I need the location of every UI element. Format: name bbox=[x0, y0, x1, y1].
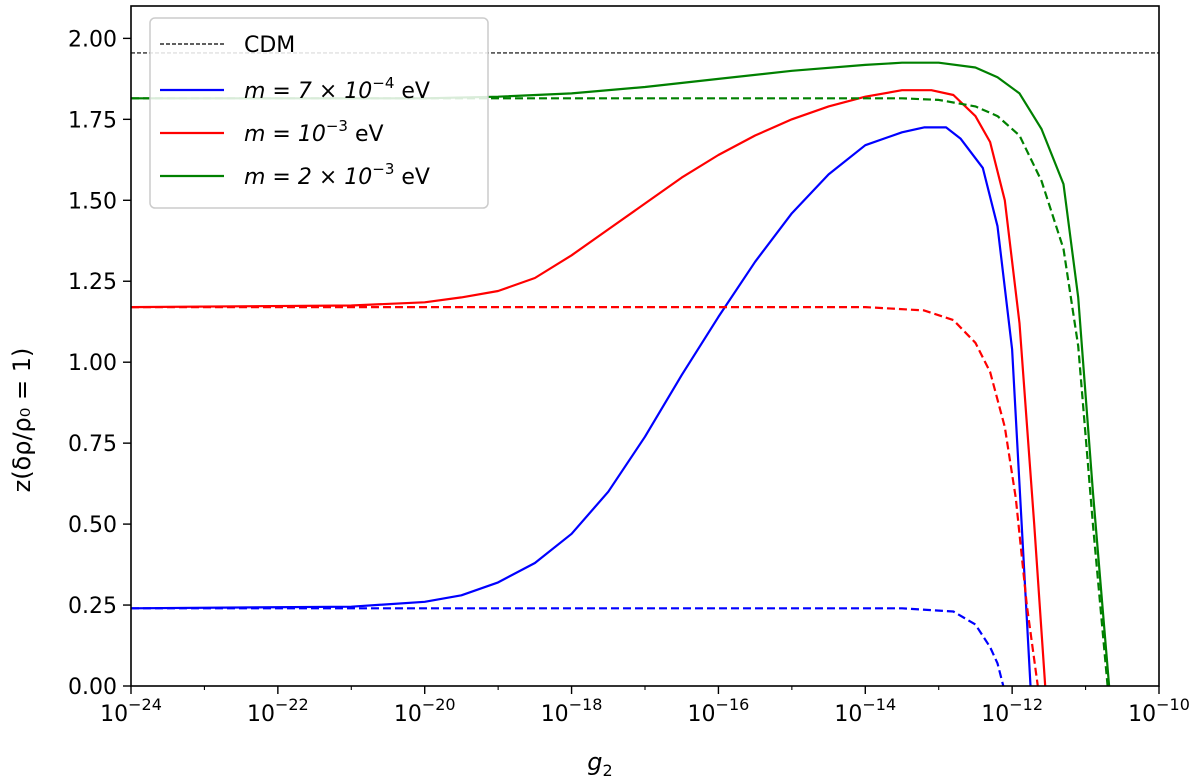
legend-box bbox=[149, 17, 489, 209]
y-tick-label: 1.50 bbox=[68, 189, 117, 214]
y-tick-label: 0.00 bbox=[68, 675, 117, 700]
x-tick-label: 10−14 bbox=[834, 695, 896, 727]
x-tick-label: 10−12 bbox=[981, 695, 1043, 727]
x-tick-label: 10−24 bbox=[100, 695, 162, 727]
x-tick-label: 10−20 bbox=[394, 695, 456, 727]
y-axis-label: z(δρ/ρ₀ = 1) bbox=[8, 348, 36, 493]
series-2-dashed-line bbox=[131, 97, 1109, 687]
y-tick-label: 2.00 bbox=[68, 27, 117, 52]
series-1-solid-line bbox=[130, 89, 1047, 687]
x-tick-label: 10−18 bbox=[541, 695, 603, 727]
x-axis-label: g2 bbox=[587, 748, 612, 779]
legend: CDM m = 7 × 10−4 eV m = 10−3 eV m = 2 × 10… bbox=[149, 17, 489, 209]
x-tick-label: 10−16 bbox=[688, 695, 750, 727]
x-tick-label: 10−22 bbox=[247, 695, 309, 727]
y-tick-label: 1.25 bbox=[68, 270, 117, 295]
series-1-dashed-line bbox=[131, 306, 1039, 687]
y-axis: 0.00 0.25 0.50 0.75 1.00 1.25 1.50 1.75 2.00 bbox=[68, 27, 131, 700]
x-axis: 10−24 10−22 10−20 10−18 10−16 10−14 10−12 10−10 bbox=[100, 686, 1190, 727]
series-0-dashed-line bbox=[131, 607, 1005, 687]
series-0-solid-line bbox=[130, 126, 1032, 687]
y-tick-label: 0.75 bbox=[68, 432, 117, 457]
y-tick-label: 0.50 bbox=[68, 513, 117, 538]
y-tick-label: 1.75 bbox=[68, 108, 117, 133]
legend-label-series-1: m = 10−3 eV bbox=[244, 117, 384, 147]
x-tick-label: 10−10 bbox=[1128, 695, 1190, 727]
series-2-solid-line bbox=[131, 61, 1111, 687]
y-tick-label: 1.00 bbox=[68, 351, 117, 376]
y-tick-label: 0.25 bbox=[68, 594, 117, 619]
legend-label-cdm: CDM bbox=[244, 33, 295, 58]
legend-label-series-2: m = 2 × 10−3 eV bbox=[244, 160, 430, 190]
legend-label-series-0: m = 7 × 10−4 eV bbox=[244, 74, 430, 104]
